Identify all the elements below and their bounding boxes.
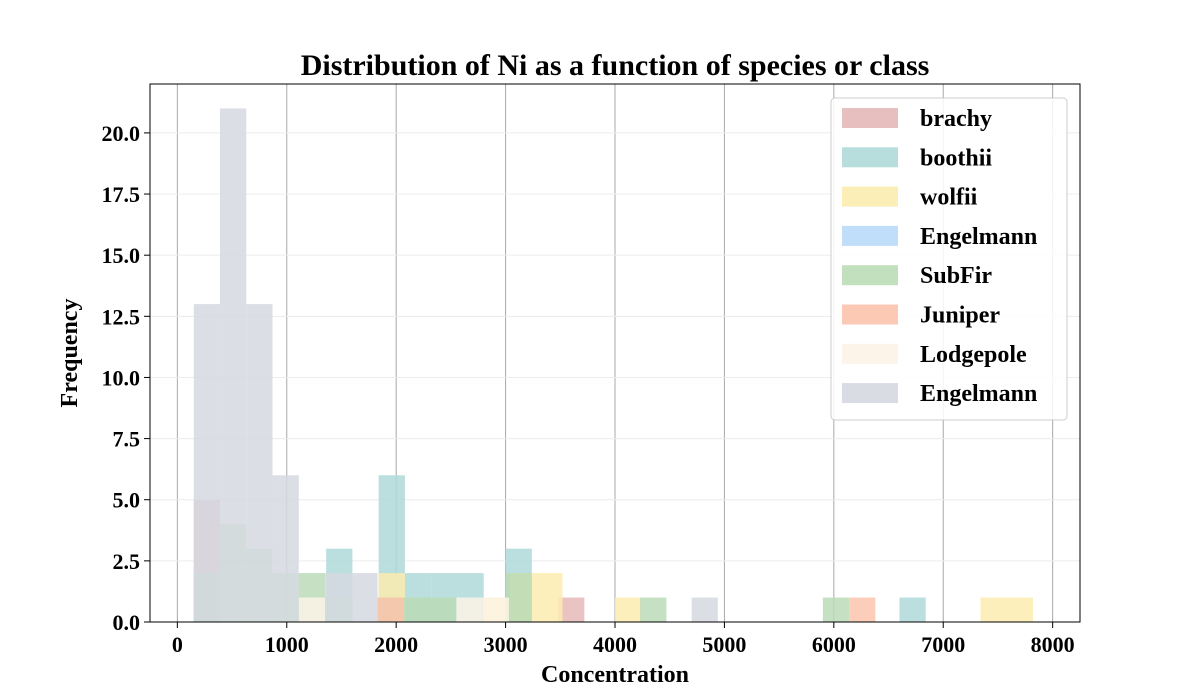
legend-swatch [842,225,898,246]
y-axis-label: Frequency [57,299,83,408]
bars-layer [193,108,1033,623]
legend-box [830,97,1068,421]
y-tick-label: 15.0 [102,243,141,268]
histogram-bar-lodgepole [482,597,509,622]
histogram-bar-juniper [377,597,404,622]
histogram-bar-engelmann-2 [272,475,299,622]
histogram-bar-engelmann-2 [246,304,273,622]
legend-label: SubFir [920,263,992,289]
legend-label: Juniper [920,303,1000,329]
y-tick-label: 5.0 [113,488,141,513]
histogram-bar-lodgepole [456,597,483,622]
legend-label: Engelmann [920,224,1037,250]
histogram-bar-wolfii [980,597,1033,622]
x-tick-label: 3000 [484,632,528,657]
x-axis: 0 1000 2000 3000 4000 5000 6000 7000 8000 [172,622,1075,657]
histogram-bar-subfir [505,573,532,622]
histogram-bar-engelmann-2 [691,597,718,622]
y-axis: 0.0 2.5 5.0 7.5 10.0 12.5 15.0 17.5 20.0 [102,121,150,635]
histogram-bar-engelmann-2 [325,573,352,622]
histogram-bar-juniper [849,597,876,622]
x-tick-label: 0 [172,632,183,657]
histogram-bar-wolfii [536,573,563,622]
histogram-bar-engelmann-2 [193,304,221,622]
x-tick-label: 1000 [265,632,309,657]
histogram-bar-engelmann-2 [351,573,378,622]
x-tick-label: 4000 [593,632,637,657]
legend-label: wolfii [920,185,978,211]
y-tick-label: 20.0 [102,121,141,146]
x-tick-label: 8000 [1031,632,1075,657]
legend-swatch [842,108,898,128]
x-axis-label: Concentration [541,662,689,688]
legend: brachy boothii wolfii Engelmann SubFir Junipe… [830,97,1068,421]
legend-swatch [842,304,898,325]
legend-swatch [842,343,898,364]
y-tick-label: 7.5 [113,427,141,452]
y-tick-label: 2.5 [113,549,141,574]
legend-swatch [842,147,898,168]
legend-label: Engelmann [920,381,1037,407]
histogram-bar-lodgepole [298,597,326,622]
x-tick-label: 2000 [374,632,418,657]
legend-label: brachy [920,106,992,132]
legend-label: Lodgepole [920,342,1027,368]
y-tick-label: 17.5 [102,182,141,207]
y-tick-label: 10.0 [102,365,141,390]
x-tick-label: 5000 [702,632,746,657]
histogram-bar-subfir [430,597,457,622]
histogram-bar-wolfii [615,597,642,622]
legend-swatch [842,383,898,404]
histogram-bar-subfir [403,597,431,622]
histogram-bar-subfir [822,597,850,622]
x-tick-label: 7000 [921,632,965,657]
legend-label: boothii [920,145,992,171]
histogram-bar-engelmann-2 [220,108,247,623]
histogram-bar-subfir [640,597,667,622]
x-tick-label: 6000 [812,632,856,657]
legend-swatch [842,265,898,286]
legend-swatch [842,186,898,207]
y-tick-label: 12.5 [102,304,141,329]
chart-title: Distribution of Ni as a function of spec… [301,49,930,82]
y-tick-label: 0.0 [113,610,141,635]
histogram-bar-boothii [899,597,926,622]
